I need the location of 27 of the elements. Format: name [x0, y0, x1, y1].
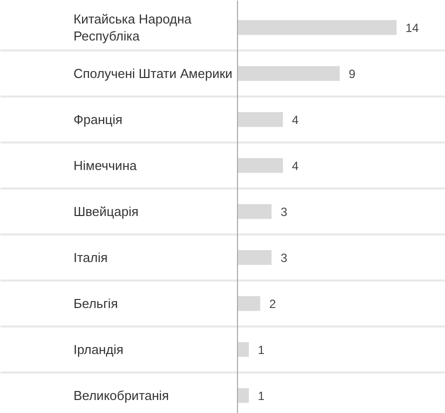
data-label: 9 [348, 67, 356, 81]
bar [238, 158, 283, 173]
bar [238, 296, 260, 311]
data-label: 4 [292, 159, 299, 173]
y-tick-label: Італія [74, 250, 108, 265]
bar [238, 342, 249, 357]
y-tick-label: Бельгія [74, 296, 118, 311]
y-tick-label: Китайська Народна Республіка [74, 11, 192, 44]
data-label: 1 [258, 389, 265, 403]
bar [238, 112, 283, 127]
bar [238, 204, 272, 219]
data-label: 14 [406, 21, 420, 35]
data-label: 2 [269, 297, 276, 311]
bar [238, 66, 340, 81]
data-label: 3 [280, 251, 288, 265]
bar [238, 20, 396, 35]
y-tick-label: Франція [74, 112, 122, 127]
bar [238, 388, 249, 403]
bar [238, 250, 272, 265]
y-tick-label: Великобританія [74, 388, 169, 403]
y-tick-label: Сполучені Штати Америки [74, 66, 232, 81]
y-tick-label: Ірландія [74, 342, 124, 357]
data-label: 3 [280, 205, 288, 219]
y-tick-label: Німеччина [74, 158, 138, 173]
data-label: 4 [292, 113, 299, 127]
y-tick-label: Швейцарія [74, 204, 138, 219]
data-label: 1 [258, 343, 265, 357]
